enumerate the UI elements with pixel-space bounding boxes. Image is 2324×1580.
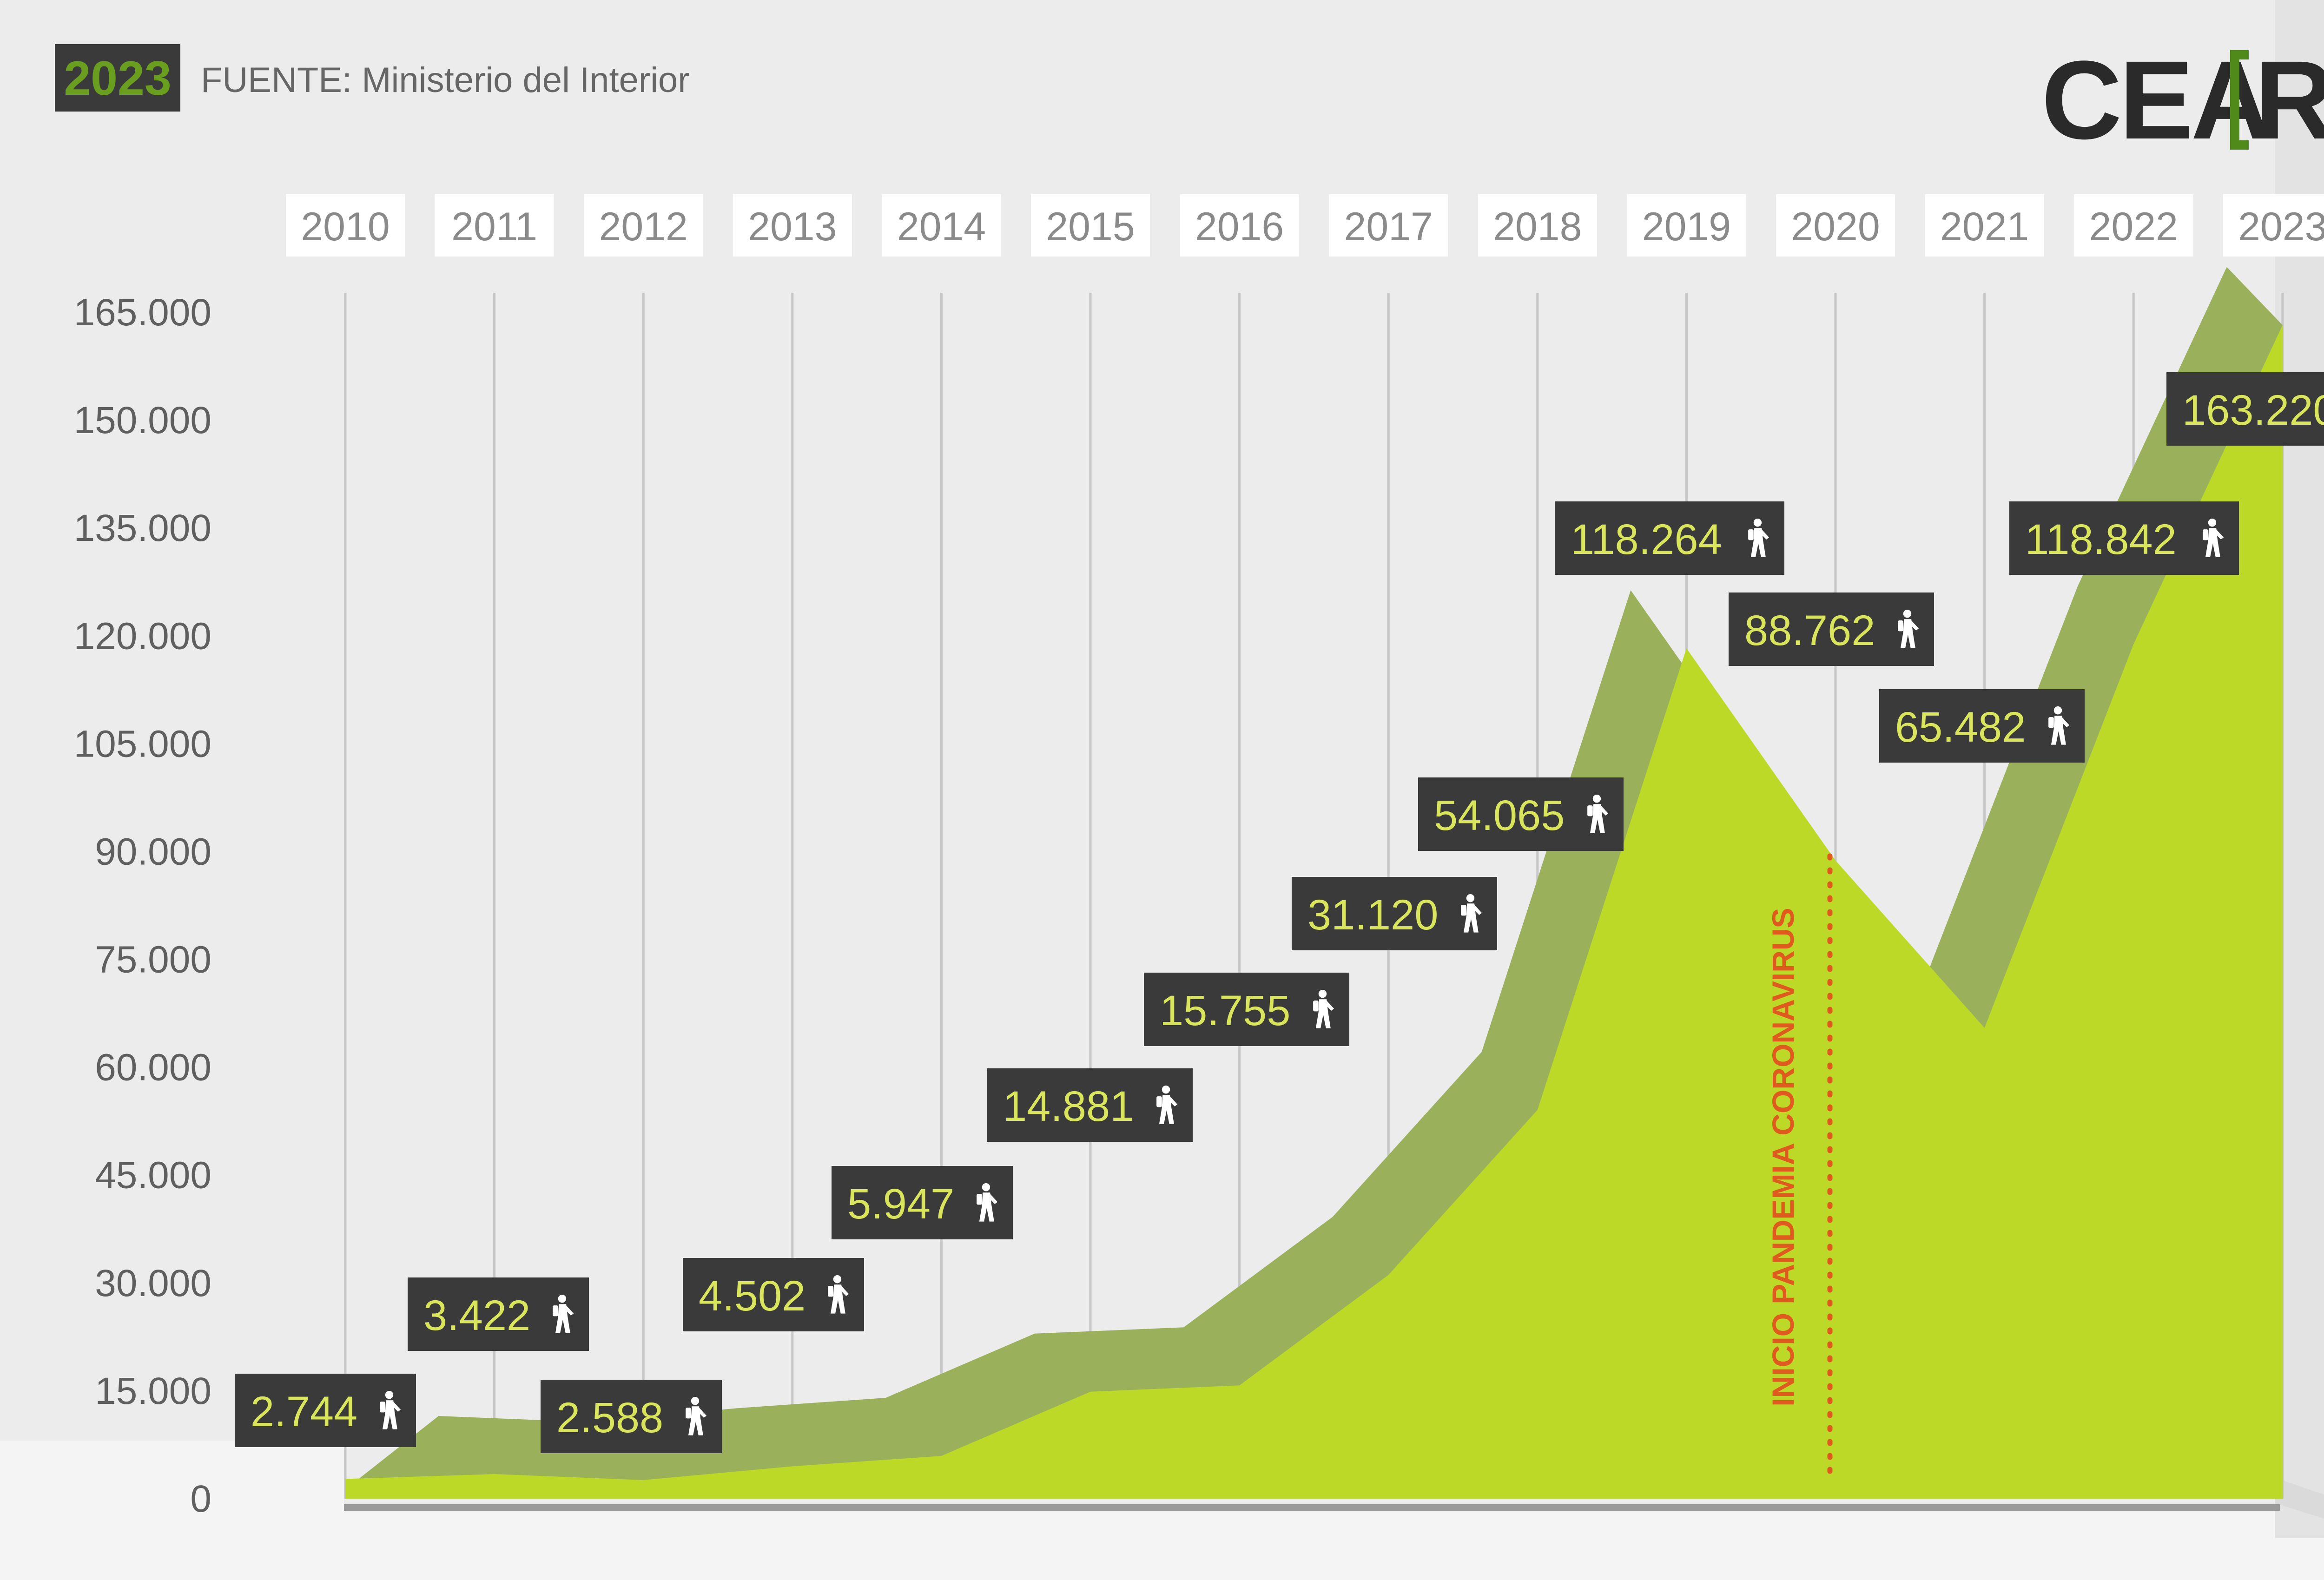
y-tick-label: 135.000 bbox=[74, 507, 211, 549]
y-tick-label: 105.000 bbox=[74, 723, 211, 765]
value-text: 65.482 bbox=[1895, 704, 2026, 751]
value-label-2018: 54.065 bbox=[1418, 777, 1624, 851]
cear-logo: CEA R bbox=[2041, 38, 2324, 162]
x-tick-label: 2012 bbox=[599, 204, 688, 249]
value-text: 2.588 bbox=[556, 1394, 663, 1442]
value-label-2015: 14.881 bbox=[987, 1068, 1193, 1142]
value-text: 88.762 bbox=[1744, 607, 1875, 654]
y-tick-label: 60.000 bbox=[95, 1047, 211, 1089]
value-label-2022: 118.842 bbox=[2009, 501, 2239, 575]
pandemic-annotation: INICIO PANDEMIA CORONAVIRUS bbox=[1766, 908, 1800, 1406]
x-tick-label: 2013 bbox=[748, 204, 837, 249]
x-tick-label: 2010 bbox=[301, 204, 390, 249]
x-tick-label: 2016 bbox=[1195, 204, 1284, 249]
y-tick-label: 75.000 bbox=[95, 939, 211, 981]
value-label-2017: 31.120 bbox=[1292, 877, 1497, 950]
value-label-2016: 15.755 bbox=[1144, 973, 1349, 1046]
value-label-2020: 88.762 bbox=[1729, 592, 1934, 666]
value-label-2010: 2.744 bbox=[235, 1374, 416, 1447]
label-box bbox=[1555, 501, 1784, 575]
y-tick-label: 120.000 bbox=[74, 615, 211, 657]
label-box bbox=[2166, 372, 2324, 446]
value-label-2012: 2.588 bbox=[541, 1380, 722, 1453]
year-box bbox=[2223, 194, 2324, 257]
year-box bbox=[1180, 194, 1299, 257]
x-tick-label: 2017 bbox=[1344, 204, 1433, 249]
y-tick-label: 15.000 bbox=[95, 1370, 211, 1412]
svg-text:R: R bbox=[2254, 38, 2324, 162]
y-tick-label: 150.000 bbox=[74, 399, 211, 441]
year-box bbox=[1776, 194, 1895, 257]
value-label-2011: 3.422 bbox=[408, 1277, 589, 1351]
x-tick-label: 2019 bbox=[1642, 204, 1731, 249]
value-labels: 2.744 3.422 2.588 4.502 5.947 14.881 15.755 31.… bbox=[235, 372, 2324, 1453]
year-box bbox=[1031, 194, 1150, 257]
year-badge-box bbox=[55, 44, 180, 112]
x-axis: 2010 2011 2012 2013 2014 2015 2016 2017 2018 2019… bbox=[286, 194, 2324, 257]
x-tick-label: 2023 bbox=[2238, 204, 2324, 249]
year-box bbox=[1925, 194, 2044, 257]
value-text: 15.755 bbox=[1160, 987, 1290, 1034]
x-tick-label: 2022 bbox=[2089, 204, 2178, 249]
year-box bbox=[584, 194, 703, 257]
x-tick-label: 2014 bbox=[897, 204, 986, 249]
year-box bbox=[1627, 194, 1746, 257]
front-area-shape bbox=[345, 325, 2283, 1499]
value-text: 14.881 bbox=[1003, 1083, 1134, 1130]
y-axis: 0 15.000 30.000 45.000 60.000 75.000 90.000 105… bbox=[74, 291, 211, 1520]
x-tick-label: 2020 bbox=[1791, 204, 1880, 249]
x-tick-label: 2015 bbox=[1046, 204, 1135, 249]
y-tick-label: 0 bbox=[190, 1478, 211, 1520]
label-box bbox=[2009, 501, 2239, 575]
y-tick-label: 30.000 bbox=[95, 1262, 211, 1304]
y-tick-label: 45.000 bbox=[95, 1154, 211, 1197]
right-wall-shadow bbox=[2275, 1478, 2324, 1519]
value-text: 118.264 bbox=[1571, 516, 1722, 563]
year-box bbox=[435, 194, 554, 257]
year-box bbox=[2074, 194, 2193, 257]
value-label-2014: 5.947 bbox=[832, 1166, 1013, 1239]
value-text: 31.120 bbox=[1307, 891, 1438, 939]
value-text: 118.842 bbox=[2025, 516, 2177, 563]
value-label-2021: 65.482 bbox=[1879, 689, 2085, 763]
value-text: 2.744 bbox=[251, 1388, 357, 1435]
x-tick-label: 2018 bbox=[1493, 204, 1582, 249]
year-badge: 2023 bbox=[64, 52, 171, 105]
value-text: 3.422 bbox=[423, 1292, 530, 1339]
year-box bbox=[733, 194, 852, 257]
y-tick-label: 90.000 bbox=[95, 830, 211, 873]
source-text: FUENTE: Ministerio del Interior bbox=[201, 60, 690, 100]
x-tick-label: 2011 bbox=[451, 204, 537, 249]
value-text: 5.947 bbox=[847, 1180, 954, 1228]
x-tick-label: 2021 bbox=[1940, 204, 2029, 249]
y-tick-label: 165.000 bbox=[74, 291, 211, 334]
value-label-2023: 163.220 bbox=[2166, 372, 2324, 446]
value-label-2019: 118.264 bbox=[1555, 501, 1784, 575]
value-text: 54.065 bbox=[1434, 792, 1565, 839]
year-box bbox=[882, 194, 1001, 257]
year-box bbox=[1329, 194, 1448, 257]
year-box bbox=[286, 194, 405, 257]
value-text: 163.220 bbox=[2182, 387, 2324, 434]
value-text: 4.502 bbox=[699, 1272, 805, 1320]
year-box bbox=[1478, 194, 1597, 257]
value-label-2013: 4.502 bbox=[683, 1258, 864, 1331]
